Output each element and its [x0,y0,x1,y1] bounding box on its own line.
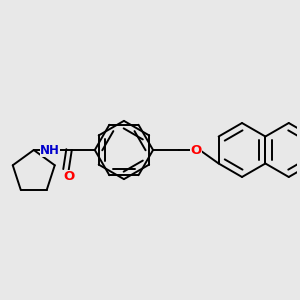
Text: O: O [190,143,202,157]
Text: O: O [63,170,74,183]
Text: NH: NH [40,143,60,157]
